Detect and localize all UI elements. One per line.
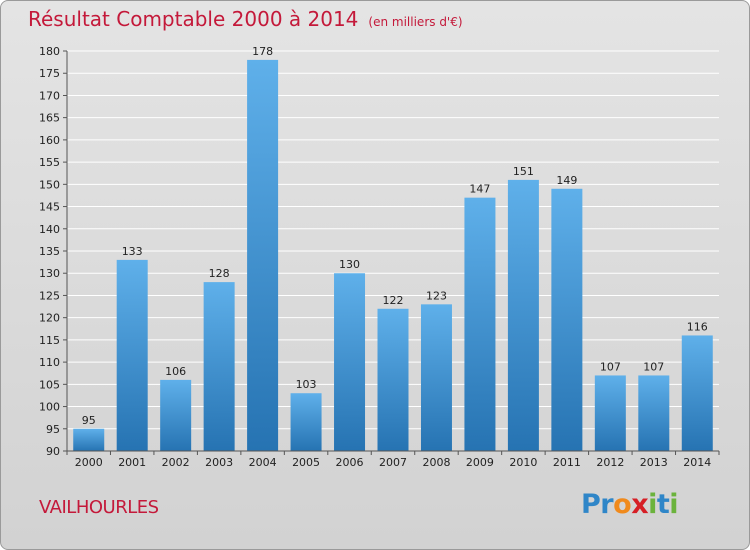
bar <box>290 393 322 451</box>
y-tick-label: 115 <box>39 334 60 347</box>
chart-subtitle: (en milliers d'€) <box>368 15 463 29</box>
x-tick-label: 2013 <box>640 456 668 469</box>
x-tick-label: 2002 <box>162 456 190 469</box>
logo-letter: P <box>581 489 601 520</box>
x-tick-label: 2007 <box>379 456 407 469</box>
bar <box>638 375 670 451</box>
data-label: 151 <box>513 165 534 178</box>
x-tick-label: 2006 <box>336 456 364 469</box>
bar <box>247 59 279 452</box>
x-tick-label: 2003 <box>205 456 233 469</box>
data-label: 149 <box>556 174 577 187</box>
bar <box>681 335 713 451</box>
y-tick-label: 155 <box>39 156 60 169</box>
y-tick-label: 95 <box>46 423 60 436</box>
y-tick-label: 100 <box>39 401 60 414</box>
y-tick-label: 110 <box>39 356 60 369</box>
y-tick-label: 170 <box>39 89 60 102</box>
data-label: 123 <box>426 289 447 302</box>
x-tick-label: 2008 <box>422 456 450 469</box>
chart-title: Résultat Comptable 2000 à 2014 (en millie… <box>28 7 463 31</box>
bar <box>377 308 409 451</box>
proxiti-logo[interactable]: Proxiti <box>581 489 679 520</box>
bar <box>160 379 192 451</box>
data-label: 107 <box>600 360 621 373</box>
y-tick-label: 140 <box>39 223 60 236</box>
x-tick-label: 2004 <box>249 456 277 469</box>
logo-letter: r <box>600 489 614 520</box>
logo-letter: i <box>648 489 657 520</box>
bar <box>420 304 452 451</box>
x-tick-label: 2000 <box>75 456 103 469</box>
data-label: 107 <box>643 360 664 373</box>
bar <box>334 273 366 451</box>
logo-letter: o <box>613 489 632 520</box>
y-tick-label: 160 <box>39 134 60 147</box>
bar <box>594 375 626 451</box>
bar <box>507 179 539 451</box>
logo-letter: t <box>656 489 670 520</box>
data-labels: 95 133 106 128 178 103 130 122 123 147 151 149 107 10… <box>82 45 708 427</box>
logo-letter: x <box>631 489 649 520</box>
bars <box>73 59 713 452</box>
bar <box>464 197 496 451</box>
x-tick-label: 2009 <box>466 456 494 469</box>
x-tick-label: 2012 <box>596 456 624 469</box>
data-label: 106 <box>165 365 186 378</box>
x-tick-label: 2005 <box>292 456 320 469</box>
data-label: 95 <box>82 414 96 427</box>
data-label: 122 <box>383 294 404 307</box>
bar <box>116 259 148 451</box>
data-label: 133 <box>122 245 143 258</box>
data-label: 103 <box>296 378 317 391</box>
x-tick-label: 2001 <box>118 456 146 469</box>
y-tick-label: 105 <box>39 378 60 391</box>
logo-letter: i <box>669 489 679 520</box>
data-label: 130 <box>339 258 360 271</box>
data-label: 128 <box>209 267 230 280</box>
y-tick-label: 120 <box>39 312 60 325</box>
bar <box>73 428 105 451</box>
y-tick-label: 90 <box>46 445 60 458</box>
y-tick-label: 130 <box>39 267 60 280</box>
y-tick-label: 145 <box>39 201 60 214</box>
y-tick-label: 175 <box>39 67 60 80</box>
y-tick-label: 135 <box>39 245 60 258</box>
data-label: 178 <box>252 45 273 58</box>
data-label: 116 <box>687 320 708 333</box>
y-tick-label: 125 <box>39 289 60 302</box>
x-tick-label: 2011 <box>553 456 581 469</box>
commune-name: VAILHOURLES <box>39 497 159 518</box>
axes: 90 95 100 105 110 115 120 125 130 135 140 145 150 155… <box>39 45 720 469</box>
chart-title-text: Résultat Comptable 2000 à 2014 <box>28 7 359 31</box>
y-tick-label: 165 <box>39 112 60 125</box>
bar <box>203 282 235 451</box>
x-tick-label: 2014 <box>683 456 711 469</box>
data-label: 147 <box>469 183 490 196</box>
x-tick-label: 2010 <box>509 456 537 469</box>
bar <box>551 188 583 451</box>
y-tick-label: 150 <box>39 178 60 191</box>
y-tick-label: 180 <box>39 45 60 58</box>
